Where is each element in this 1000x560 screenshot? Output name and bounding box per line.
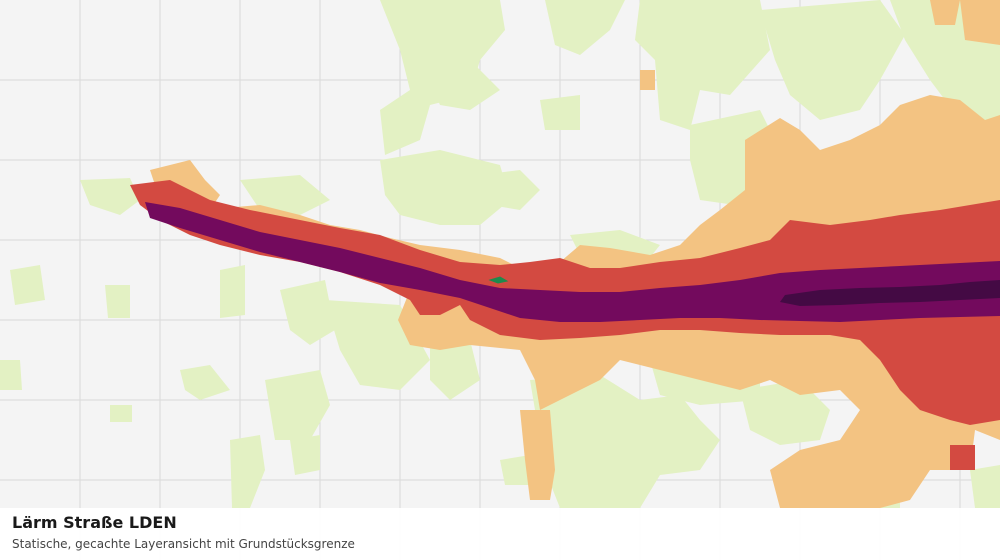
map-caption: Lärm Straße LDEN Statische, gecachte Lay… bbox=[0, 508, 1000, 560]
noise-zone-low bbox=[0, 0, 1000, 508]
map-title: Lärm Straße LDEN bbox=[12, 513, 177, 532]
noise-zone-very-high bbox=[145, 202, 1000, 322]
noise-zone-extreme bbox=[780, 280, 1000, 306]
map-subtitle: Statische, gecachte Layeransicht mit Gru… bbox=[12, 537, 355, 551]
property-boundary[interactable] bbox=[488, 276, 509, 284]
